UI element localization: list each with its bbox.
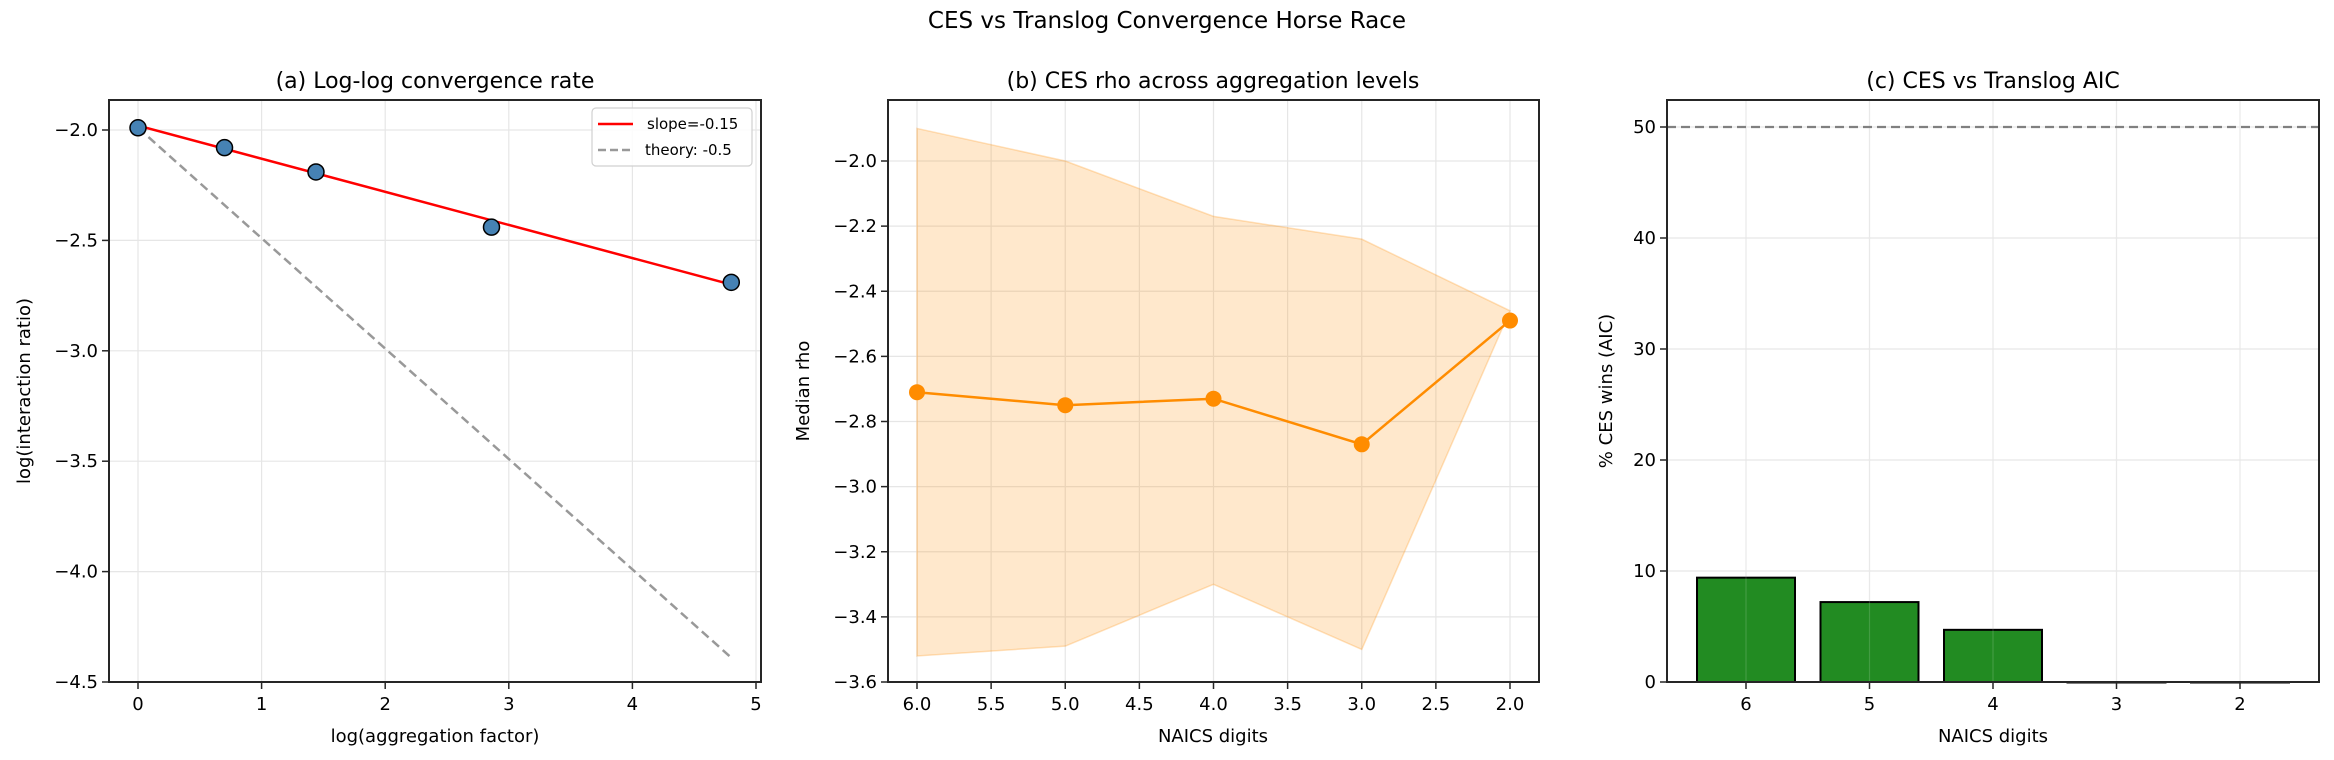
median-rho-marker — [1205, 390, 1222, 407]
x-tick-label: 6.0 — [903, 694, 932, 715]
figure-suptitle: CES vs Translog Convergence Horse Race — [927, 8, 1407, 34]
x-tick-label: 3 — [503, 694, 514, 715]
y-tick-label: 50 — [1633, 117, 1656, 138]
legend-theory-label: theory: -0.5 — [645, 141, 732, 159]
y-tick-label: −4.0 — [54, 562, 98, 583]
x-tick-label: 2 — [379, 694, 390, 715]
median-rho-marker — [1057, 397, 1074, 414]
panel-c-aic-bars: (c) CES vs Translog AIC 0 10 20 30 40 50 6 5 4 3 2… — [1596, 69, 2320, 747]
x-tick-label: 5 — [750, 694, 761, 715]
x-tick-label: 4 — [627, 694, 638, 715]
y-tick-label: −2.4 — [833, 281, 877, 302]
data-point-marker — [215, 138, 234, 157]
panel-a-xlabel: log(aggregation factor) — [331, 726, 540, 747]
data-point-marker — [307, 163, 325, 181]
bar-naics-6 — [1696, 576, 1796, 683]
panel-c-title: (c) CES vs Translog AIC — [1866, 69, 2120, 94]
fit-line — [137, 124, 732, 286]
y-tick-label: −3.5 — [54, 451, 98, 472]
legend-slope-label: slope=-0.15 — [647, 115, 738, 133]
legend-box — [591, 107, 753, 167]
y-tick-label: 40 — [1633, 228, 1656, 249]
y-tick-label: −3.4 — [833, 607, 877, 628]
x-tick-label: 3.0 — [1347, 694, 1376, 715]
panel-a-title: (a) Log-log convergence rate — [276, 69, 595, 94]
y-tick-label: −4.5 — [54, 672, 98, 693]
y-tick-label: −2.5 — [54, 230, 98, 251]
bar-naics-4 — [1943, 628, 2043, 684]
bar-naics-5 — [1819, 601, 1920, 684]
x-tick-label: 5.5 — [977, 694, 1006, 715]
theory-line — [137, 126, 733, 659]
x-tick-label: 4 — [1987, 694, 1998, 715]
panel-a-ylabel: log(interaction ratio) — [14, 298, 35, 484]
panel-a-loglog-convergence: (a) Log-log convergence rate 0 1 2 3 4 5 −4.5 −… — [14, 69, 762, 747]
x-tick-label: 2.0 — [1496, 694, 1525, 715]
y-tick-label: −2.0 — [833, 151, 877, 172]
y-tick-label: −2.8 — [833, 412, 877, 433]
data-point-marker — [722, 273, 741, 292]
x-tick-label: 0 — [132, 694, 143, 715]
panel-b-ces-rho: (b) CES rho across aggregation levels 6.… — [793, 69, 1540, 747]
y-tick-label: −2.0 — [54, 120, 98, 141]
panel-c-ylabel: % CES wins (AIC) — [1596, 314, 1617, 468]
panel-a-ticks: 0 1 2 3 4 5 −4.5 −4.0 −3.5 −3.0 −2.5 −2.0 — [54, 120, 761, 715]
panel-a-plot-area — [129, 119, 741, 659]
y-tick-label: −2.2 — [833, 216, 877, 237]
panel-b-ylabel: Median rho — [793, 341, 814, 442]
y-tick-label: −3.2 — [833, 542, 877, 563]
median-rho-marker — [1502, 312, 1518, 329]
y-tick-label: 0 — [1645, 672, 1656, 693]
x-tick-label: 2 — [2234, 694, 2245, 715]
x-tick-label: 5 — [1864, 694, 1875, 715]
y-tick-label: −2.6 — [833, 346, 877, 367]
y-tick-label: −3.0 — [54, 341, 98, 362]
data-point-marker — [129, 119, 147, 137]
y-tick-label: 30 — [1633, 339, 1656, 360]
panel-c-xlabel: NAICS digits — [1938, 726, 2048, 747]
y-tick-label: −3.6 — [833, 672, 877, 693]
panel-a-frame — [108, 99, 762, 683]
panel-a-grid — [109, 100, 761, 683]
x-tick-label: 1 — [256, 694, 267, 715]
x-tick-label: 3 — [2111, 694, 2122, 715]
x-tick-label: 4.5 — [1125, 694, 1154, 715]
panel-b-ticks: 6.0 5.5 5.0 4.5 4.0 3.5 3.0 2.5 2.0 −3.6 −3.4 −3.2 −… — [833, 151, 1524, 715]
panel-b-title: (b) CES rho across aggregation levels — [1007, 69, 1420, 94]
x-tick-label: 3.5 — [1273, 694, 1302, 715]
y-tick-label: −3.0 — [833, 477, 877, 498]
x-tick-label: 4.0 — [1199, 694, 1228, 715]
x-tick-label: 6 — [1740, 694, 1751, 715]
y-tick-label: 10 — [1633, 561, 1656, 582]
panel-a-legend: slope=-0.15 theory: -0.5 — [591, 107, 753, 167]
x-tick-label: 2.5 — [1422, 694, 1451, 715]
x-tick-label: 5.0 — [1051, 694, 1080, 715]
panel-b-xlabel: NAICS digits — [1158, 726, 1268, 747]
panel-c-plot-area — [1667, 100, 2319, 684]
data-point-marker — [482, 218, 501, 236]
panel-b-plot-area — [909, 127, 1518, 657]
y-tick-label: 20 — [1633, 450, 1656, 471]
median-rho-marker — [909, 384, 925, 401]
panel-c-ticks: 0 10 20 30 40 50 6 5 4 3 2 — [1633, 117, 2246, 715]
median-rho-marker — [1353, 436, 1370, 453]
